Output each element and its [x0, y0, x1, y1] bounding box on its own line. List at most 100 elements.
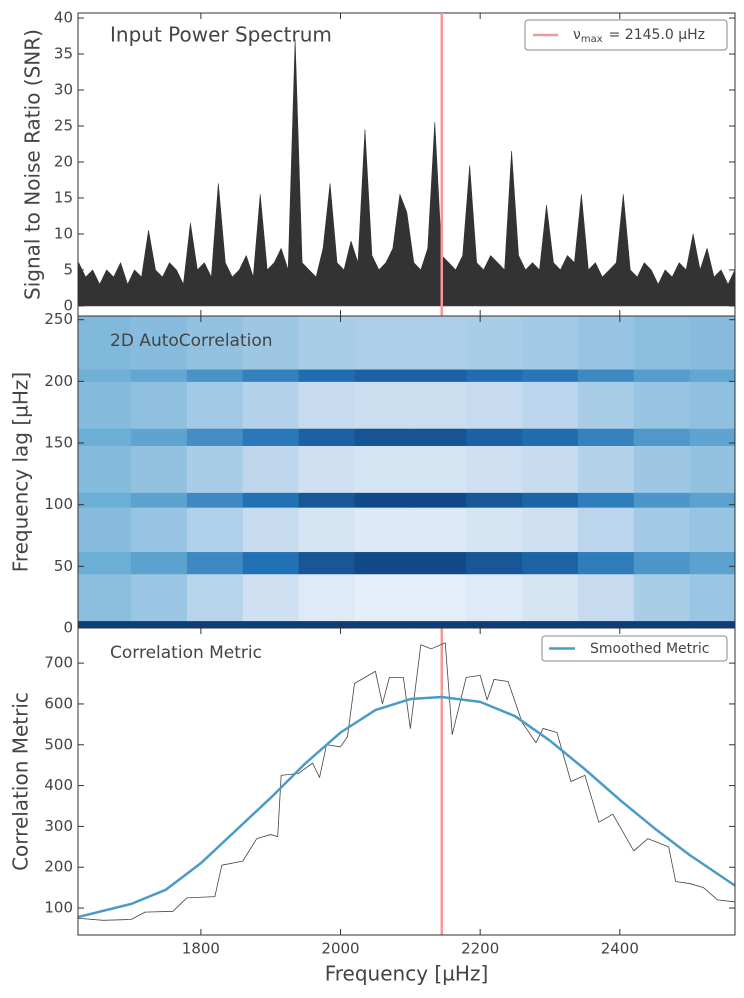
- heatmap-cell: [186, 551, 244, 575]
- heatmap-cell: [689, 369, 736, 382]
- heatmap-cell: [522, 445, 579, 493]
- heatmap-cell: [298, 507, 355, 553]
- heatmap-cell: [354, 551, 411, 575]
- heatmap-cell: [522, 428, 579, 446]
- heatmap-cell: [522, 573, 579, 622]
- heatmap-cell: [466, 316, 523, 370]
- heatmap-cell: [78, 381, 132, 429]
- heatmap-cell: [466, 573, 523, 622]
- heatmap-cell: [633, 381, 691, 429]
- x-axis-label: Frequency [µHz]: [325, 962, 489, 986]
- y-tick-label: 30: [54, 81, 73, 99]
- heatmap-cell: [410, 573, 467, 622]
- y-tick-label: 600: [44, 694, 73, 712]
- x-tick-label: 2000: [321, 940, 359, 958]
- heatmap-cell: [466, 620, 523, 629]
- heatmap-cell: [522, 620, 579, 629]
- heatmap-cell: [633, 316, 691, 370]
- y-tick-label: 100: [44, 495, 73, 513]
- heatmap-cell: [577, 445, 635, 493]
- legend-box: [541, 635, 728, 662]
- y-tick-label: 200: [44, 372, 73, 390]
- heatmap-cell: [186, 428, 244, 446]
- heatmap-cell: [410, 551, 467, 575]
- y-tick-label: 500: [44, 735, 73, 753]
- heatmap-cell: [186, 316, 244, 370]
- heatmap-cell: [689, 620, 736, 629]
- heatmap-cell: [689, 428, 736, 446]
- heatmap-cell: [466, 381, 523, 429]
- heatmap-cell: [577, 381, 635, 429]
- heatmap-cell: [689, 551, 736, 575]
- heatmap-cell: [577, 620, 635, 629]
- heatmap-cell: [186, 445, 244, 493]
- heatmap-cell: [633, 428, 691, 446]
- heatmap-cell: [298, 573, 355, 622]
- heatmap-cell: [242, 492, 300, 508]
- heatmap-cell: [410, 492, 467, 508]
- heatmap-cell: [410, 381, 467, 429]
- heatmap-cell: [466, 492, 523, 508]
- heatmap-cell: [354, 369, 411, 382]
- heatmap-cell: [354, 507, 411, 553]
- heatmap-cell: [466, 369, 523, 382]
- heatmap-cell: [298, 445, 355, 493]
- heatmap-cell: [522, 381, 579, 429]
- y-tick-label: 400: [44, 776, 73, 794]
- y-tick-label: 250: [44, 310, 73, 328]
- y-tick-label: 5: [63, 260, 73, 278]
- heatmap-cell: [410, 316, 467, 370]
- heatmap-cell: [689, 492, 736, 508]
- heatmap-cell: [577, 369, 635, 382]
- heatmap-cell: [354, 573, 411, 622]
- heatmap-cell: [78, 573, 132, 622]
- legend-label: νmax = 2145.0 µHz: [573, 27, 705, 45]
- heatmap-cell: [577, 492, 635, 508]
- heatmap-cell: [131, 551, 188, 575]
- legend-text: = 2145.0 µHz: [609, 27, 705, 43]
- heatmap-cell: [577, 551, 635, 575]
- y-axis-label: Correlation Metric: [9, 692, 33, 871]
- y-tick-label: 25: [54, 116, 73, 134]
- heatmap-cell: [78, 369, 132, 382]
- y-tick-label: 20: [54, 152, 73, 170]
- heatmap-cell: [522, 316, 579, 370]
- heatmap-cell: [242, 445, 300, 493]
- heatmap-cell: [78, 551, 132, 575]
- y-axis-label: Frequency lag [µHz]: [9, 372, 33, 572]
- legend-label: Smoothed Metric: [590, 641, 710, 657]
- heatmap-cell: [633, 551, 691, 575]
- heatmap-cell: [242, 507, 300, 553]
- heatmap-cell: [298, 381, 355, 429]
- heatmap-cell: [131, 573, 188, 622]
- heatmap-cell: [689, 507, 736, 553]
- heatmap-cell: [466, 428, 523, 446]
- heatmap-cell: [689, 445, 736, 493]
- x-tick-label: 2400: [601, 940, 639, 958]
- heatmap-cell: [186, 369, 244, 382]
- y-tick-label: 40: [54, 9, 73, 27]
- panel-title: Input Power Spectrum: [110, 23, 332, 47]
- heatmap-cell: [242, 573, 300, 622]
- heatmap-cell: [186, 620, 244, 629]
- heatmap-cell: [186, 573, 244, 622]
- panel-frame: [77, 627, 736, 936]
- heatmap-cell: [131, 428, 188, 446]
- heatmap-cell: [131, 381, 188, 429]
- y-tick-label: 15: [54, 188, 73, 206]
- heatmap-cell: [466, 507, 523, 553]
- y-tick-label: 200: [44, 858, 73, 876]
- heatmap-cell: [354, 492, 411, 508]
- legend-subscript: max: [581, 34, 603, 45]
- heatmap-cell: [131, 492, 188, 508]
- heatmap-cell: [410, 428, 467, 446]
- heatmap-cell: [633, 620, 691, 629]
- heatmap-cell: [410, 369, 467, 382]
- panel-title: Correlation Metric: [110, 643, 262, 663]
- heatmap-cell: [410, 507, 467, 553]
- heatmap-cell: [633, 573, 691, 622]
- smoothed-line: [77, 695, 736, 919]
- heatmap-cell: [186, 492, 244, 508]
- heatmap-cell: [522, 551, 579, 575]
- heatmap-cell: [78, 507, 132, 553]
